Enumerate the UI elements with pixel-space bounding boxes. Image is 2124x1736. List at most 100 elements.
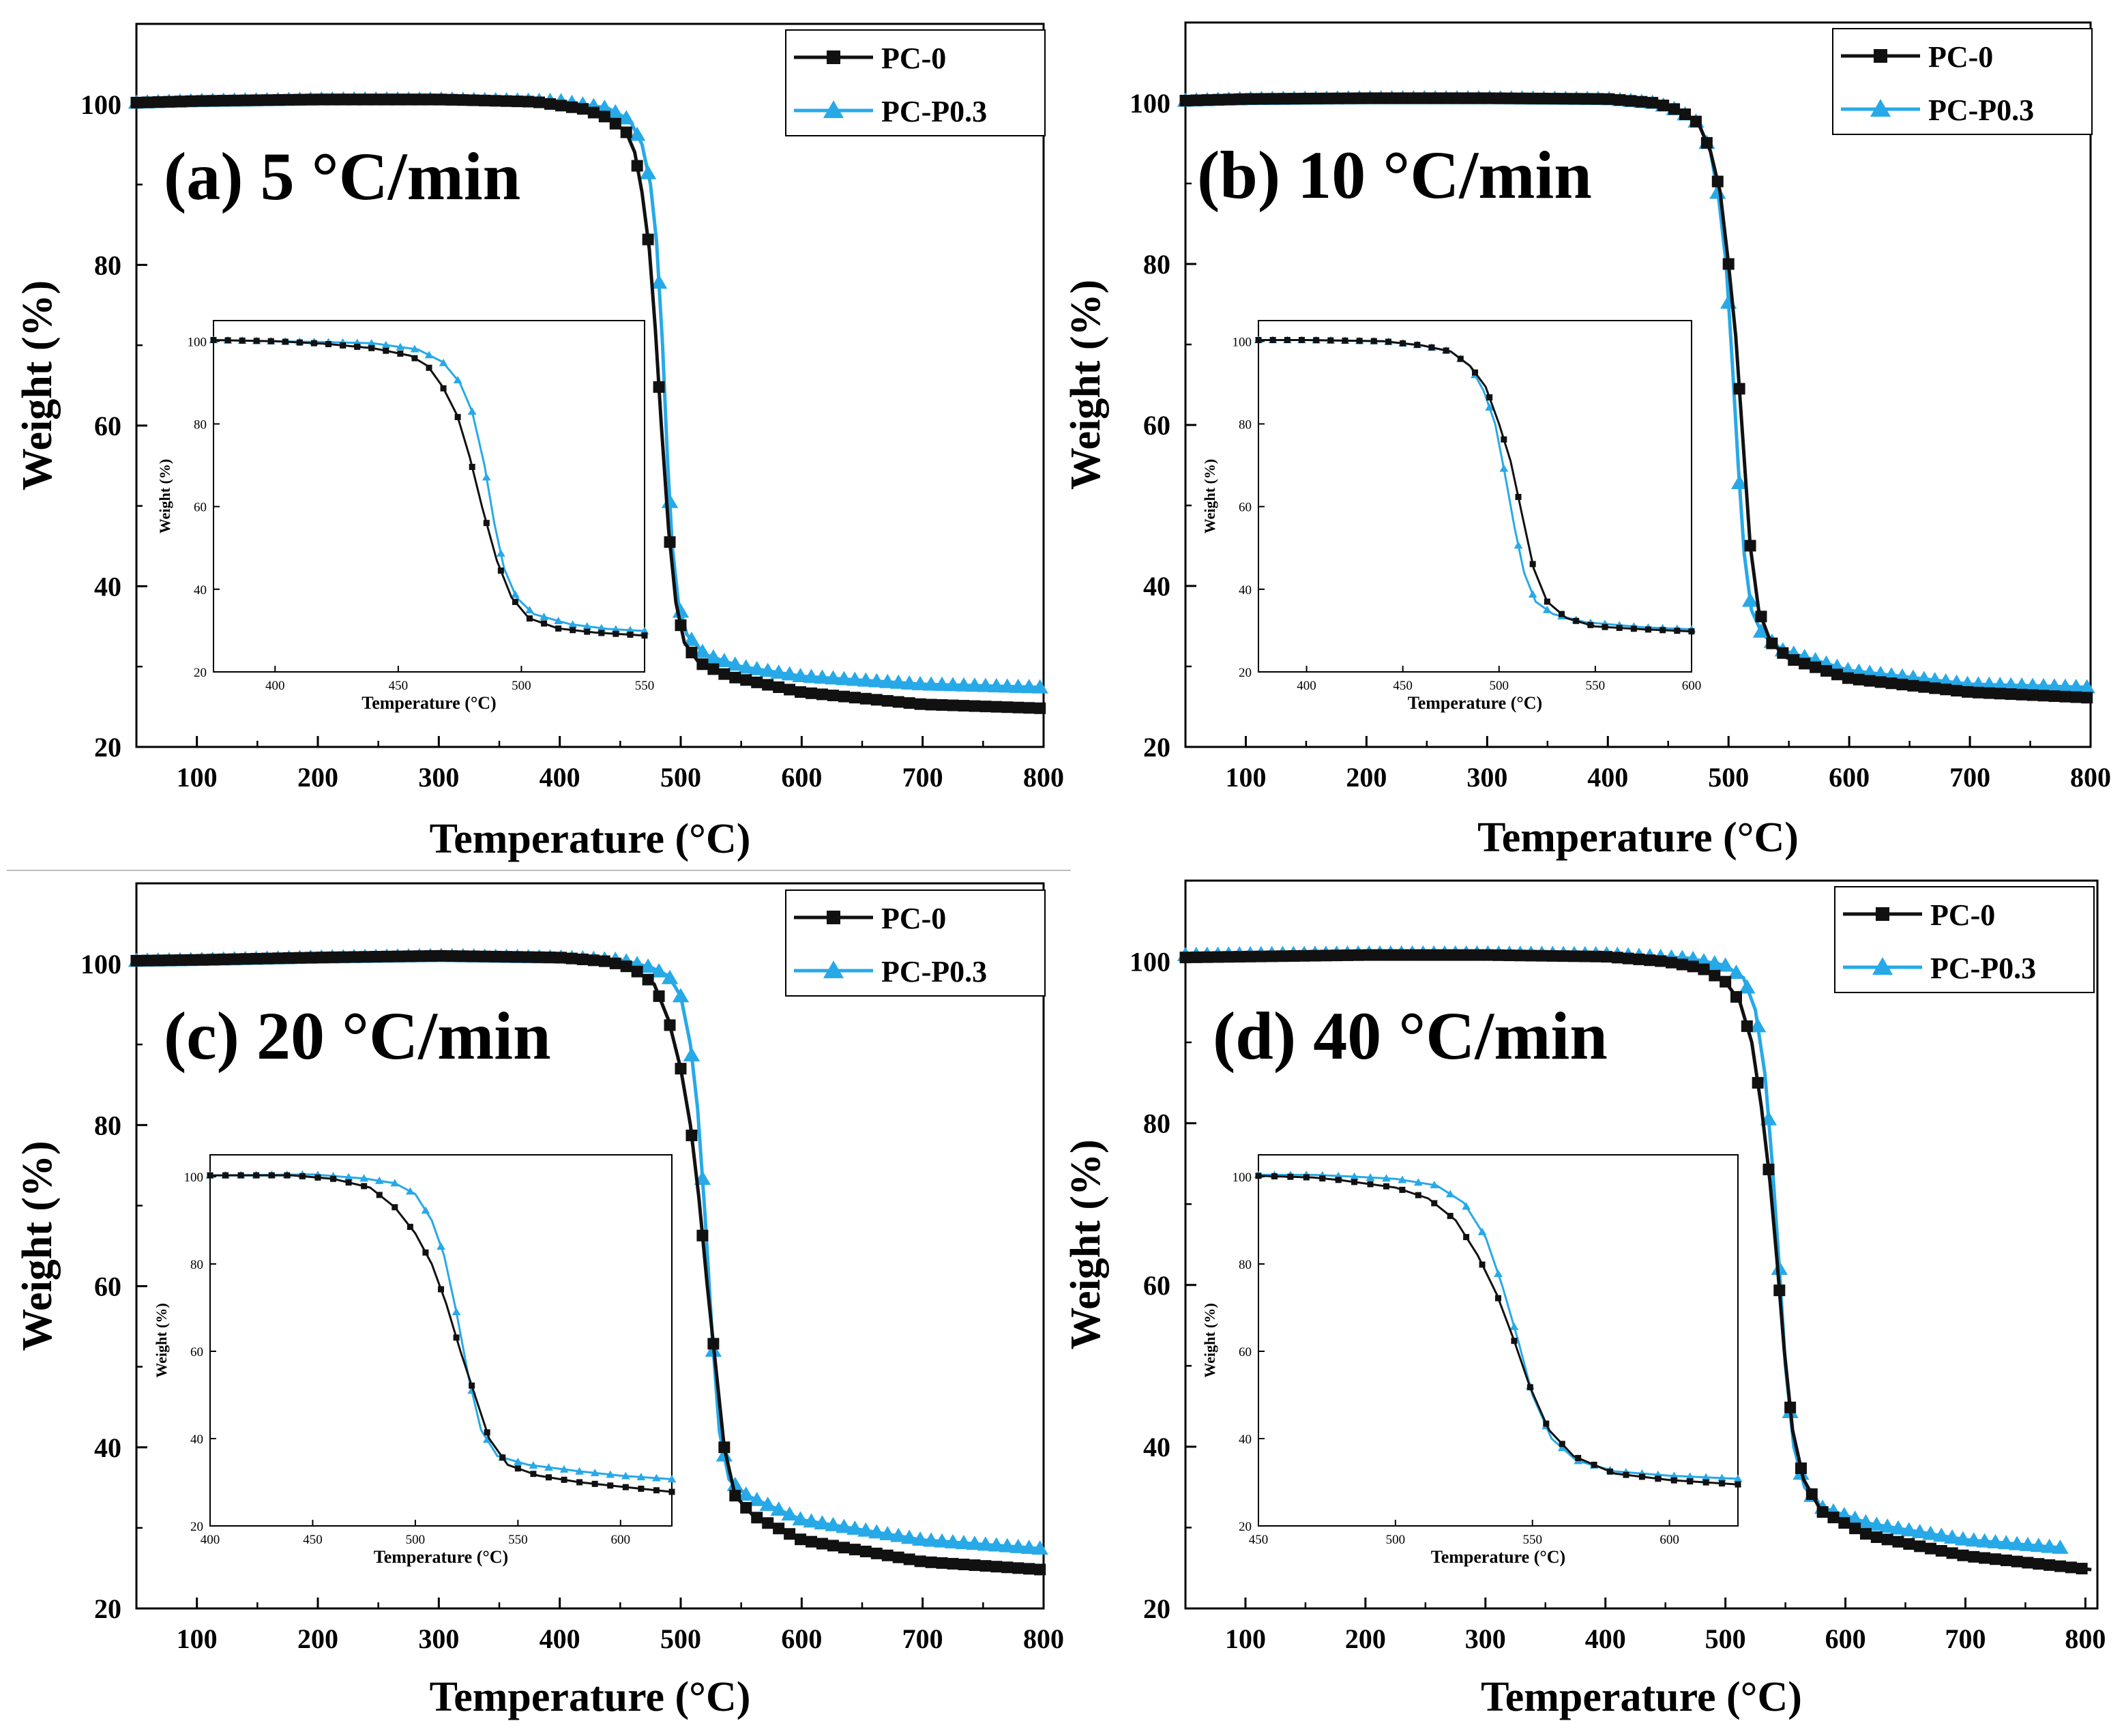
data-point [816, 688, 828, 701]
data-point [1992, 677, 2009, 692]
data-point [925, 1556, 937, 1568]
data-point [598, 111, 610, 123]
data-point [174, 95, 186, 108]
data-point [2065, 1561, 2077, 1574]
inset-data-point [376, 1192, 383, 1198]
inset-data-point [1445, 1190, 1455, 1198]
inset-data-point [570, 627, 576, 634]
data-point [944, 677, 962, 692]
data-point [1849, 1522, 1861, 1535]
data-point [598, 955, 610, 967]
plot-frame [135, 882, 1045, 1610]
y-tick-label: 60 [1143, 1270, 1170, 1301]
inset-data-point [499, 1454, 506, 1461]
inset-series-pc-0 [210, 336, 648, 639]
data-point [1581, 93, 1593, 105]
inset-data-point [1356, 338, 1363, 344]
data-point [881, 1549, 894, 1561]
data-point [2022, 1557, 2034, 1569]
data-point [2030, 1538, 2047, 1553]
data-point [838, 1542, 850, 1554]
inset-data-point [483, 520, 490, 527]
legend-box [785, 29, 1046, 136]
data-point [2067, 679, 2084, 694]
data-point [1473, 92, 1485, 104]
data-point [748, 660, 765, 675]
x-tick-label: 600 [781, 1623, 822, 1654]
inset-data-point [513, 1457, 522, 1465]
inset-data-point [1494, 1269, 1503, 1278]
data-point [533, 951, 546, 963]
data-point [2024, 677, 2041, 692]
data-point [174, 954, 186, 967]
data-point [892, 1551, 904, 1563]
data-point [726, 1476, 743, 1491]
data-point [784, 683, 796, 696]
inset-data-point [383, 347, 389, 354]
data-point [1363, 949, 1375, 961]
data-point [762, 1517, 774, 1529]
inset-data-point [1514, 541, 1523, 549]
inset-data-point [237, 1172, 244, 1179]
data-point [868, 673, 885, 688]
inset-data-point [314, 1174, 321, 1181]
inset-x-tick-label: 550 [508, 1533, 528, 1547]
data-point [163, 95, 175, 108]
inset-x-tick-label: 550 [1586, 679, 1606, 693]
inset-data-point [1447, 1213, 1454, 1220]
inset-y-tick-label: 80 [1239, 417, 1252, 432]
data-point [661, 493, 679, 508]
inset-data-point [405, 1187, 415, 1195]
data-point [1625, 95, 1637, 107]
data-point [565, 101, 578, 113]
data-point [250, 952, 263, 965]
data-point [239, 94, 252, 106]
series-pc-0 [130, 950, 1046, 1576]
data-point [250, 94, 263, 106]
inset-data-point [1382, 1174, 1391, 1182]
data-point [969, 700, 981, 712]
data-point [1846, 1510, 1863, 1525]
inset-data-point [437, 1242, 445, 1250]
y-tick-label: 100 [80, 89, 121, 120]
data-point [130, 96, 143, 108]
inset-data-point [361, 1183, 368, 1190]
data-point [770, 1501, 787, 1516]
inset-data-point [467, 407, 477, 415]
data-point [944, 1533, 962, 1548]
inset-data-point [1623, 1471, 1629, 1478]
legend-label: PC-P0.3 [1930, 952, 2036, 985]
inset-data-point [1385, 338, 1391, 345]
inset-data-point [374, 1176, 384, 1184]
inset-data-point [1645, 626, 1651, 633]
data-point [446, 93, 458, 106]
x-tick-label: 400 [1585, 1623, 1626, 1654]
inset-data-point [1472, 369, 1478, 376]
data-point [696, 1229, 709, 1241]
data-point [218, 953, 230, 965]
inset-data-point [1660, 627, 1666, 634]
inset-data-point [638, 1485, 645, 1492]
data-point [2035, 677, 2052, 692]
data-point [1954, 1531, 1972, 1546]
data-point [748, 1491, 765, 1506]
inset: 400 450 500 550 600 20 40 60 80 100 Temperature (°… [153, 1154, 677, 1567]
inset-data-point [1370, 338, 1377, 344]
data-point [2048, 690, 2061, 703]
data-point [1739, 979, 1756, 994]
data-point [1644, 954, 1656, 967]
data-point [565, 952, 578, 965]
inset-y-tick-label: 80 [194, 417, 207, 432]
data-point [922, 676, 940, 691]
data-point [672, 603, 690, 618]
data-point [424, 950, 437, 962]
x-tick-label: 700 [1949, 762, 1990, 793]
data-point [900, 1529, 918, 1544]
data-point [683, 631, 700, 646]
data-point [914, 1555, 926, 1568]
data-point [685, 1130, 698, 1142]
inset-data-point [222, 1172, 229, 1179]
inset-data-point [1501, 436, 1507, 443]
inset-data-point [440, 385, 447, 392]
data-point [1592, 93, 1604, 105]
